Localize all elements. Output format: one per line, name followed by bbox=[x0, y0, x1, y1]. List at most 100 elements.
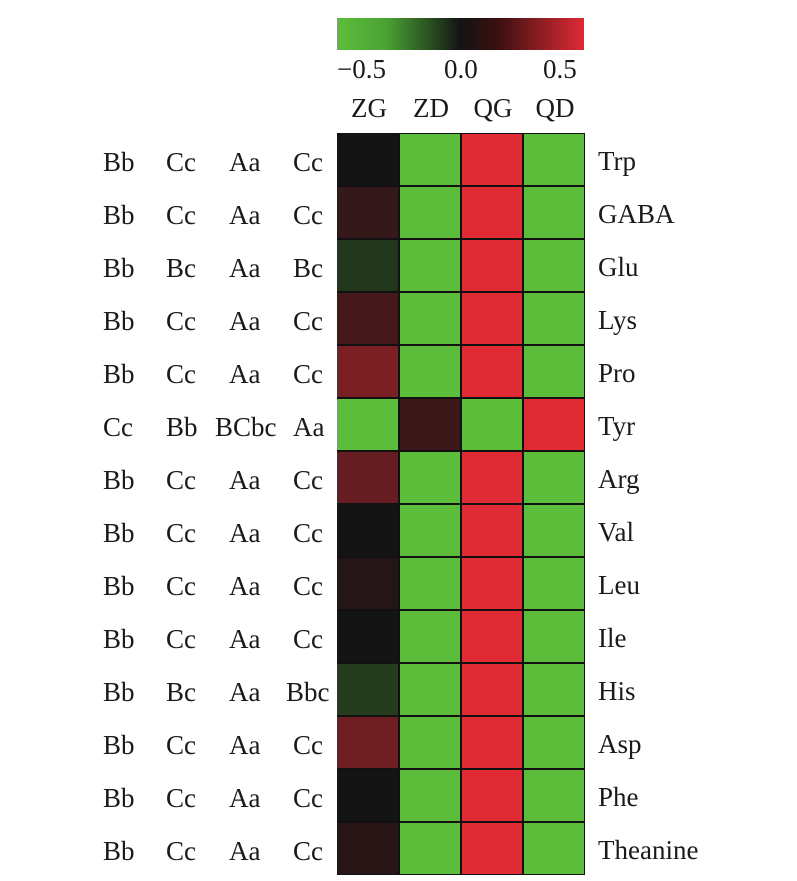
heatmap-cell bbox=[337, 558, 398, 609]
heatmap-cell bbox=[524, 611, 584, 662]
heatmap-cell bbox=[337, 346, 398, 397]
heatmap-cell bbox=[524, 452, 584, 503]
row-label: GABA bbox=[598, 199, 675, 229]
heatmap-cell bbox=[524, 770, 584, 821]
significance-letter: Cc bbox=[293, 836, 323, 866]
row-label: Tyr bbox=[598, 411, 636, 441]
heatmap-cell bbox=[462, 664, 522, 715]
significance-letter: Cc bbox=[293, 465, 323, 495]
heatmap-cell bbox=[400, 399, 460, 450]
significance-letter: Bc bbox=[166, 677, 196, 707]
significance-letter: Aa bbox=[229, 306, 261, 336]
heatmap-cell bbox=[337, 823, 398, 874]
significance-letter: Cc bbox=[166, 518, 196, 548]
significance-letter: Bb bbox=[103, 518, 135, 548]
significance-letter: Aa bbox=[229, 465, 261, 495]
row-label: Val bbox=[598, 517, 634, 547]
heatmap-cell bbox=[400, 664, 460, 715]
colorbar-tick-label: −0.5 bbox=[337, 54, 386, 84]
heatmap-cell bbox=[462, 240, 522, 291]
significance-letter: Cc bbox=[166, 624, 196, 654]
heatmap-cell bbox=[400, 505, 460, 556]
row-label: His bbox=[598, 676, 636, 706]
heatmap-cell bbox=[337, 717, 398, 768]
heatmap-cell bbox=[337, 187, 398, 238]
significance-letter: Cc bbox=[293, 200, 323, 230]
heatmap-cell bbox=[400, 823, 460, 874]
significance-letter: Cc bbox=[166, 359, 196, 389]
significance-letter: Cc bbox=[166, 571, 196, 601]
significance-letter: Bbc bbox=[286, 677, 330, 707]
heatmap-cell bbox=[524, 134, 584, 185]
heatmap-cell bbox=[400, 187, 460, 238]
heatmap-cell bbox=[462, 293, 522, 344]
colorbar-tick-label: 0.0 bbox=[444, 54, 478, 84]
significance-letter: Aa bbox=[229, 518, 261, 548]
significance-letter: Bc bbox=[166, 253, 196, 283]
significance-letter: Cc bbox=[293, 306, 323, 336]
column-header-zg: ZG bbox=[351, 93, 387, 123]
heatmap-cell bbox=[400, 717, 460, 768]
significance-letter: Bb bbox=[103, 147, 135, 177]
significance-letter: Bb bbox=[103, 783, 135, 813]
heatmap-cell bbox=[337, 611, 398, 662]
heatmap-cell bbox=[524, 505, 584, 556]
colorbar bbox=[337, 18, 584, 50]
significance-letter: Bb bbox=[103, 624, 135, 654]
row-label: Theanine bbox=[598, 835, 699, 865]
colorbar-tick-label: 0.5 bbox=[543, 54, 577, 84]
significance-letter: Aa bbox=[229, 200, 261, 230]
heatmap-cell bbox=[462, 717, 522, 768]
heatmap-cell bbox=[462, 823, 522, 874]
heatmap-cell bbox=[524, 558, 584, 609]
heatmap-cell bbox=[400, 240, 460, 291]
significance-letter: Bb bbox=[103, 677, 135, 707]
heatmap-cell bbox=[524, 346, 584, 397]
row-label: Lys bbox=[598, 305, 638, 335]
row-label: Pro bbox=[598, 358, 636, 388]
significance-letter: Cc bbox=[293, 571, 323, 601]
significance-letter: Bb bbox=[103, 253, 135, 283]
significance-letter: Aa bbox=[229, 783, 261, 813]
column-header-qd: QD bbox=[535, 93, 575, 123]
column-header-qg: QG bbox=[473, 93, 513, 123]
heatmap-cell bbox=[462, 770, 522, 821]
row-label: Leu bbox=[598, 570, 640, 600]
significance-letter: Aa bbox=[229, 571, 261, 601]
significance-letter: BCbc bbox=[215, 412, 277, 442]
significance-letter: Aa bbox=[293, 412, 325, 442]
row-label: Asp bbox=[598, 729, 642, 759]
significance-letter: Aa bbox=[229, 730, 261, 760]
significance-letter: Cc bbox=[166, 147, 196, 177]
significance-letter: Aa bbox=[229, 624, 261, 654]
heatmap-cell bbox=[524, 823, 584, 874]
heatmap-cell bbox=[462, 346, 522, 397]
heatmap-cell bbox=[524, 293, 584, 344]
significance-letter: Cc bbox=[293, 730, 323, 760]
row-label: Phe bbox=[598, 782, 639, 812]
significance-letter: Aa bbox=[229, 677, 261, 707]
significance-letter: Aa bbox=[229, 359, 261, 389]
heatmap-cell bbox=[400, 770, 460, 821]
significance-letter: Bb bbox=[103, 571, 135, 601]
significance-letter: Aa bbox=[229, 147, 261, 177]
significance-letter: Cc bbox=[293, 518, 323, 548]
heatmap-cell bbox=[337, 293, 398, 344]
significance-letter: Aa bbox=[229, 253, 261, 283]
heatmap-cell bbox=[462, 134, 522, 185]
heatmap-cell bbox=[462, 611, 522, 662]
significance-letter: Cc bbox=[166, 730, 196, 760]
heatmap-cell bbox=[400, 611, 460, 662]
heatmap-cell bbox=[337, 452, 398, 503]
heatmap-cell bbox=[337, 134, 398, 185]
heatmap-cell bbox=[337, 664, 398, 715]
heatmap-cell bbox=[524, 399, 584, 450]
heatmap-cell bbox=[462, 452, 522, 503]
heatmap-cell bbox=[400, 293, 460, 344]
significance-letter: Cc bbox=[166, 200, 196, 230]
heatmap-cell bbox=[462, 505, 522, 556]
heatmap-cell bbox=[337, 399, 398, 450]
heatmap-cell bbox=[524, 240, 584, 291]
significance-letter: Bb bbox=[103, 730, 135, 760]
